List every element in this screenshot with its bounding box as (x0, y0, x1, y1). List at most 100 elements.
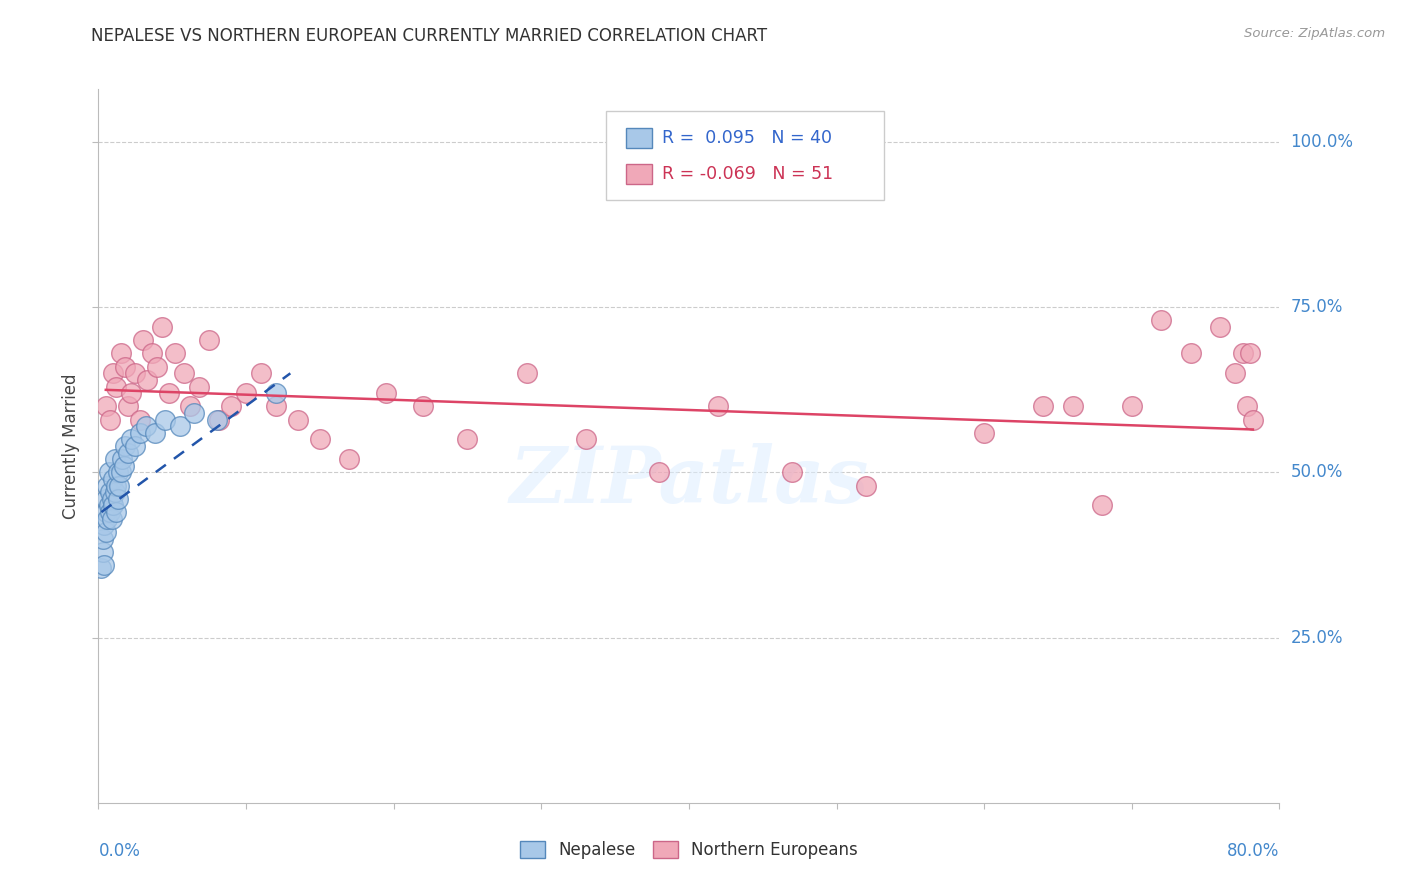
Legend: Nepalese, Northern Europeans: Nepalese, Northern Europeans (513, 834, 865, 866)
Point (98, 485, 121, 500)
Point (135, 419, 157, 434)
Point (107, 491, 129, 506)
Point (91, 532, 114, 546)
Text: R =  0.095   N = 40: R = 0.095 N = 40 (662, 129, 832, 147)
Point (97, 466, 120, 480)
Point (575, 433, 598, 447)
Point (412, 400, 434, 414)
Point (1121, 400, 1143, 414)
Point (117, 400, 139, 414)
Point (1062, 400, 1084, 414)
Bar (626, 128, 652, 148)
Point (1236, 400, 1258, 414)
Point (93, 518, 115, 533)
Point (100, 491, 122, 506)
Point (117, 445, 139, 459)
Point (104, 485, 127, 500)
Point (124, 439, 146, 453)
Point (1180, 346, 1202, 360)
Point (98, 505, 121, 519)
Point (221, 400, 243, 414)
Point (1239, 346, 1261, 360)
Point (128, 425, 150, 440)
Text: 100.0%: 100.0% (1291, 133, 1354, 151)
Point (157, 386, 180, 401)
Point (146, 359, 169, 374)
Point (124, 367, 146, 381)
Point (103, 472, 125, 486)
Point (112, 458, 135, 473)
Point (94, 524, 117, 539)
Point (114, 439, 136, 453)
Point (120, 433, 142, 447)
Point (96, 478, 118, 492)
Point (1150, 313, 1173, 327)
Point (173, 367, 195, 381)
Point (98, 412, 121, 426)
Point (94, 505, 117, 519)
Text: 0.0%: 0.0% (98, 842, 141, 860)
Text: 25.0%: 25.0% (1291, 629, 1343, 647)
Point (169, 419, 191, 434)
Point (1032, 400, 1054, 414)
Point (648, 466, 671, 480)
Text: 75.0%: 75.0% (1291, 298, 1343, 317)
Text: 80.0%: 80.0% (1227, 842, 1279, 860)
Text: 50.0%: 50.0% (1291, 464, 1343, 482)
Point (855, 478, 877, 492)
Point (94, 400, 117, 414)
Y-axis label: Currently Married: Currently Married (62, 373, 80, 519)
Point (105, 478, 128, 492)
Text: R = -0.069   N = 51: R = -0.069 N = 51 (662, 165, 832, 183)
Point (104, 452, 127, 467)
Point (128, 412, 150, 426)
Point (108, 478, 131, 492)
Point (1225, 367, 1247, 381)
Text: ZIPatlas: ZIPatlas (509, 443, 869, 520)
Point (973, 425, 995, 440)
Point (516, 367, 538, 381)
Point (264, 386, 287, 401)
Point (97, 499, 120, 513)
Text: Source: ZipAtlas.com: Source: ZipAtlas.com (1244, 27, 1385, 40)
Point (287, 412, 309, 426)
Point (110, 346, 132, 360)
Point (136, 373, 159, 387)
Point (114, 359, 136, 374)
Point (111, 452, 134, 467)
Point (100, 511, 122, 525)
Point (187, 379, 209, 393)
Point (93, 558, 115, 572)
Point (782, 466, 804, 480)
Point (264, 400, 287, 414)
Point (457, 433, 479, 447)
Point (1209, 320, 1232, 334)
Point (183, 406, 205, 420)
Point (120, 386, 142, 401)
Point (94, 491, 117, 506)
Point (103, 499, 125, 513)
Point (150, 320, 173, 334)
Point (96, 511, 118, 525)
FancyBboxPatch shape (606, 111, 884, 200)
Point (165, 346, 187, 360)
Point (103, 367, 125, 381)
Point (198, 333, 221, 347)
Point (105, 379, 128, 393)
Point (107, 466, 129, 480)
Point (179, 400, 201, 414)
Point (250, 367, 273, 381)
Point (90, 561, 112, 575)
Point (339, 452, 361, 467)
Point (143, 425, 166, 440)
Point (91, 545, 114, 559)
Point (375, 386, 398, 401)
Point (132, 333, 155, 347)
Point (141, 346, 163, 360)
Point (309, 433, 332, 447)
Point (110, 466, 132, 480)
Point (208, 412, 231, 426)
Point (205, 412, 228, 426)
Text: NEPALESE VS NORTHERN EUROPEAN CURRENTLY MARRIED CORRELATION CHART: NEPALESE VS NORTHERN EUROPEAN CURRENTLY … (91, 27, 768, 45)
Point (1091, 499, 1114, 513)
